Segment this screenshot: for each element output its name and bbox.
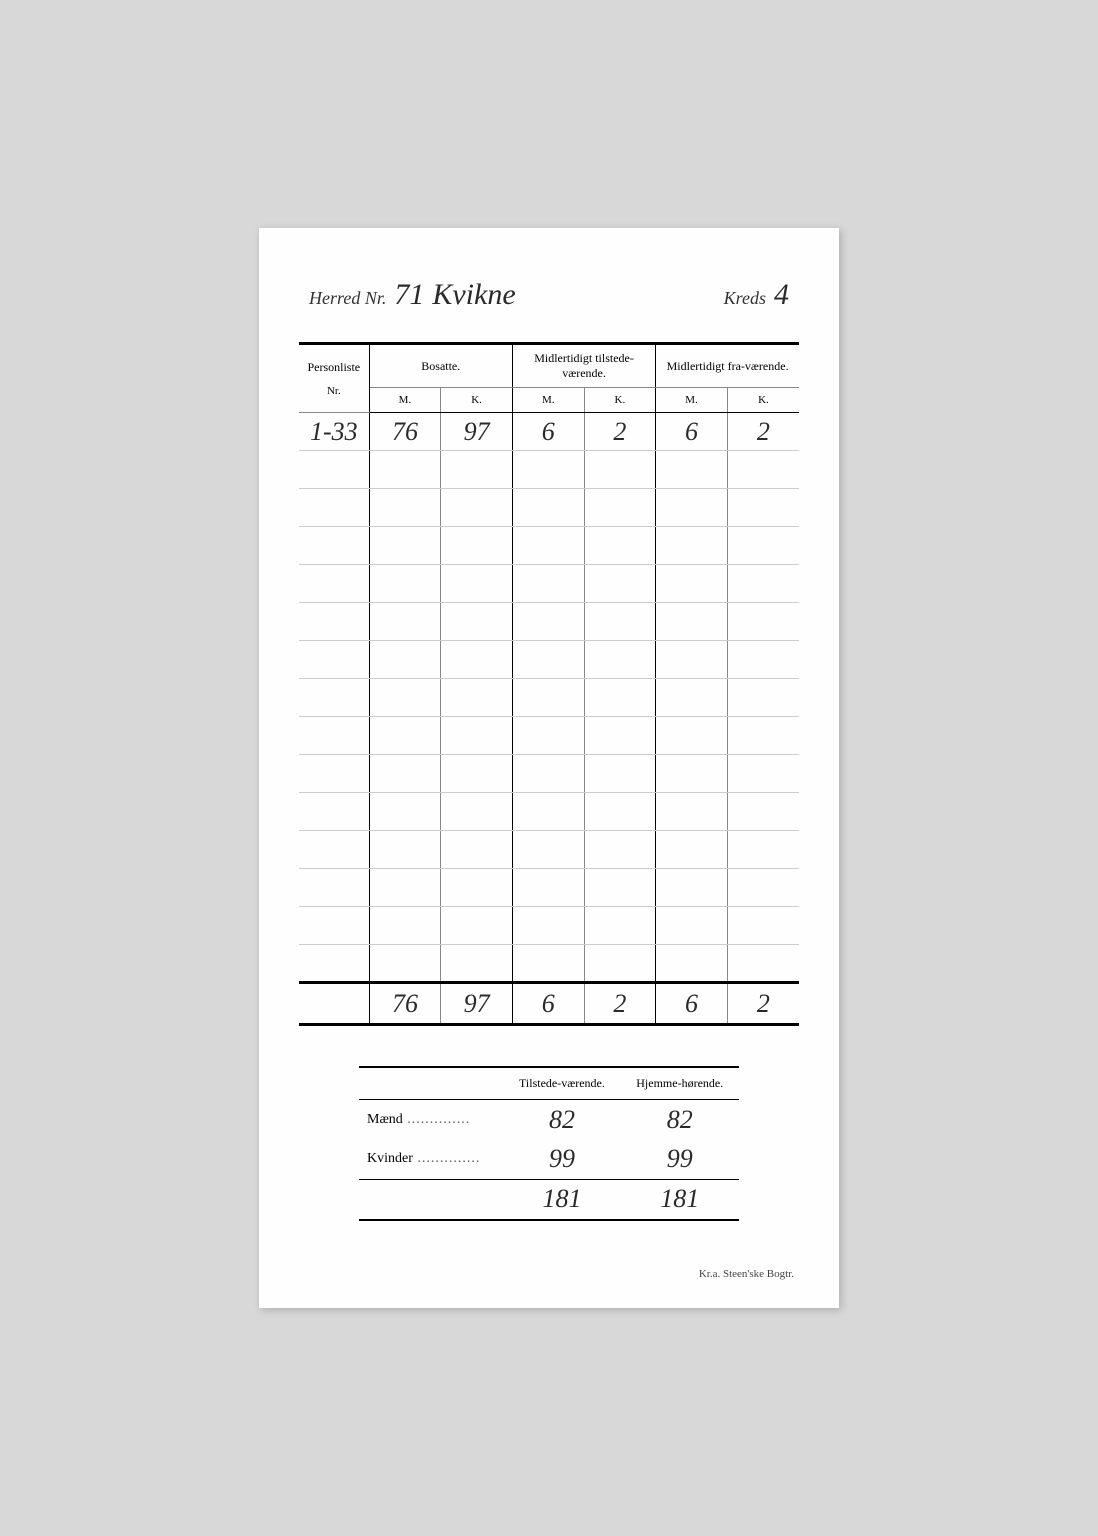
sub-til-k: K.: [584, 388, 656, 413]
cell-value: 2: [613, 417, 626, 446]
table-row-empty: [299, 641, 799, 679]
sum-tilstede: 181: [542, 1184, 581, 1213]
table-row-empty: [299, 565, 799, 603]
herred-nr-value: 71: [394, 278, 424, 312]
sub-fra-m: M.: [656, 388, 728, 413]
table-row-empty: [299, 945, 799, 983]
col-midl-tilstede: Midlertidigt tilstede-værende.: [512, 344, 655, 388]
table-row-empty: [299, 793, 799, 831]
maend-label: Mænd: [367, 1112, 470, 1127]
col-nr: Nr.: [301, 385, 367, 397]
table-row-empty: [299, 527, 799, 565]
table-row-empty: [299, 603, 799, 641]
table-row-empty: [299, 755, 799, 793]
table-row-empty: [299, 831, 799, 869]
row-maend: Mænd 82 82: [359, 1100, 739, 1140]
totals-row: 76 97 6 2 6 2: [299, 983, 799, 1025]
kvinder-hjemme: 99: [667, 1144, 693, 1173]
table-row: 1-33 76 97 6 2 6 2: [299, 413, 799, 451]
table-row-empty: [299, 451, 799, 489]
sum-hjemme: 181: [660, 1184, 699, 1213]
total-bos-k: 97: [464, 989, 490, 1018]
table-body: 1-33 76 97 6 2 6 2: [299, 413, 799, 983]
summary-table: Tilstede-værende. Hjemme-hørende. Mænd 8…: [359, 1066, 739, 1221]
cell-value: 6: [542, 417, 555, 446]
row-kvinder: Kvinder 99 99: [359, 1140, 739, 1180]
table-row-empty: [299, 679, 799, 717]
printer-footer: Kr.a. Steen'ske Bogtr.: [699, 1268, 794, 1280]
cell-value: 2: [757, 417, 770, 446]
cell-value: 6: [685, 417, 698, 446]
cell-value: 1-33: [310, 417, 358, 446]
census-form-page: Herred Nr. 71 Kvikne Kreds 4 Personliste…: [259, 228, 839, 1308]
form-header: Herred Nr. 71 Kvikne Kreds 4: [299, 278, 799, 312]
maend-hjemme: 82: [667, 1105, 693, 1134]
total-til-m: 6: [542, 989, 555, 1018]
total-bos-m: 76: [392, 989, 418, 1018]
kvinder-label: Kvinder: [367, 1151, 480, 1166]
col-tilstede: Tilstede-værende.: [503, 1067, 620, 1100]
col-personliste: Personliste: [301, 360, 367, 375]
total-fra-k: 2: [757, 989, 770, 1018]
herred-name-value: Kvikne: [432, 278, 715, 312]
table-row-empty: [299, 717, 799, 755]
table-row-empty: [299, 869, 799, 907]
sub-til-m: M.: [512, 388, 584, 413]
maend-tilstede: 82: [549, 1105, 575, 1134]
kreds-label: Kreds: [724, 288, 766, 309]
col-hjemme: Hjemme-hørende.: [621, 1067, 739, 1100]
herred-label: Herred Nr.: [309, 288, 386, 309]
main-census-table: Personliste Nr. Bosatte. Midlertidigt ti…: [299, 342, 799, 1026]
total-fra-m: 6: [685, 989, 698, 1018]
total-til-k: 2: [613, 989, 626, 1018]
col-midl-fra: Midlertidigt fra-værende.: [656, 344, 799, 388]
table-row-empty: [299, 489, 799, 527]
sub-bos-k: K.: [441, 388, 513, 413]
cell-value: 76: [392, 417, 418, 446]
cell-value: 97: [464, 417, 490, 446]
kreds-nr-value: 4: [774, 278, 789, 312]
sub-bos-m: M.: [369, 388, 441, 413]
table-row-empty: [299, 907, 799, 945]
sub-fra-k: K.: [727, 388, 799, 413]
row-total: 181 181: [359, 1180, 739, 1220]
kvinder-tilstede: 99: [549, 1144, 575, 1173]
col-bosatte: Bosatte.: [369, 344, 512, 388]
